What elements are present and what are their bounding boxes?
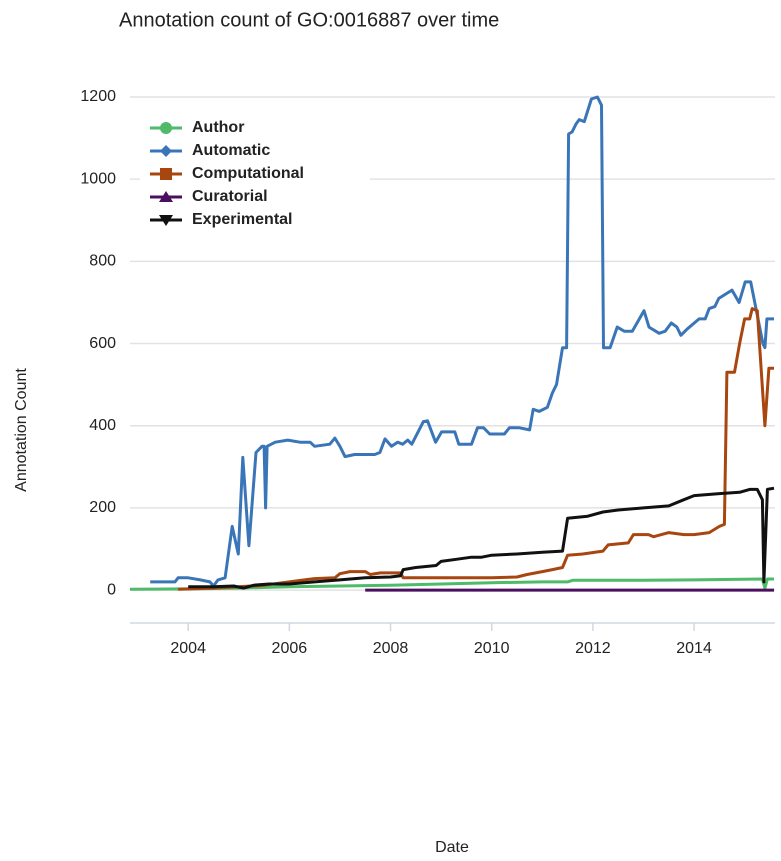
legend-marker <box>160 122 172 134</box>
series-line <box>150 95 774 588</box>
legend-label: Experimental <box>192 211 292 228</box>
y-tick-label: 1000 <box>80 170 116 187</box>
series-line <box>188 486 775 590</box>
x-tick-label: 2004 <box>170 640 206 657</box>
legend-marker <box>159 191 173 202</box>
chart-title: Annotation count of GO:0016887 over time <box>119 9 499 31</box>
y-tick-label: 0 <box>107 581 116 598</box>
legend-marker <box>160 168 172 180</box>
x-tick-label: 2008 <box>373 640 409 657</box>
legend-label: Computational <box>192 165 304 182</box>
y-tick-label: 1200 <box>80 88 116 105</box>
series-line <box>178 307 774 591</box>
y-axis-label: Annotation Count <box>13 368 30 492</box>
legend-label: Author <box>192 119 244 136</box>
x-tick-label: 2006 <box>272 640 308 657</box>
x-axis-label: Date <box>435 839 469 856</box>
legend-marker <box>160 145 172 157</box>
legend-label: Curatorial <box>192 188 268 205</box>
y-tick-label: 200 <box>89 499 116 516</box>
legend: Author Automatic Computational Curatorial Ex… <box>140 112 370 237</box>
y-tick-label: 400 <box>89 417 116 434</box>
legend-marker <box>159 215 173 226</box>
x-tick-label: 2014 <box>676 640 712 657</box>
legend-label: Automatic <box>192 142 270 159</box>
x-tick-label: 2010 <box>474 640 510 657</box>
y-tick-label: 800 <box>89 253 116 270</box>
y-tick-label: 600 <box>89 335 116 352</box>
x-tick-label: 2012 <box>575 640 611 657</box>
